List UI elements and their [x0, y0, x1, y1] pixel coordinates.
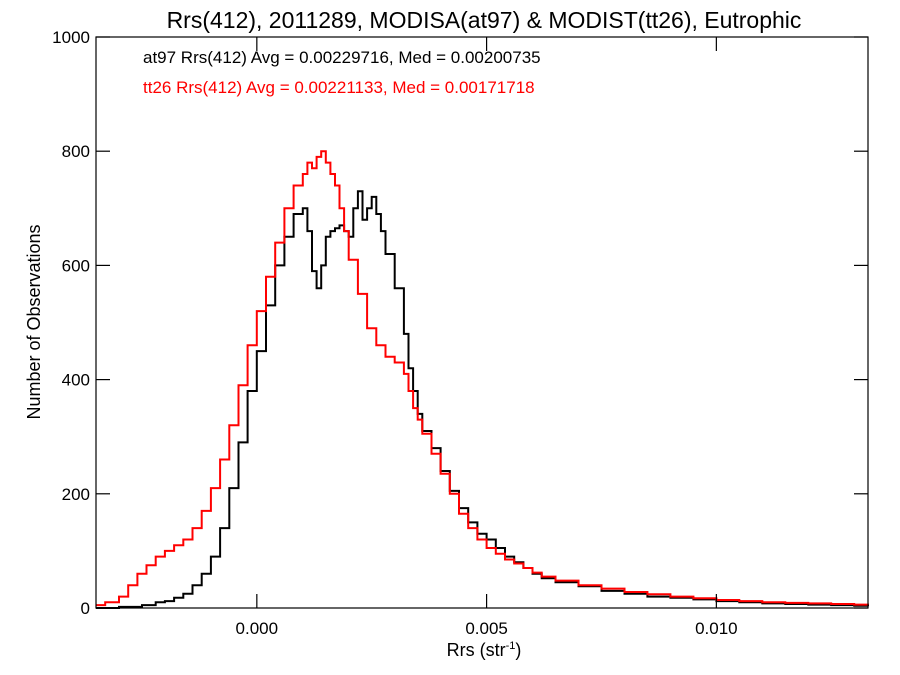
y-tick-label: 400 [62, 371, 90, 390]
ticks-layer: 0 200 400 600 800 1000 0.000 0.005 0.010 [52, 28, 868, 638]
y-tick-label: 800 [62, 142, 90, 161]
y-tick-label: 1000 [52, 28, 90, 47]
plot-frame [95, 36, 869, 609]
x-axis-label-superscript: -1 [506, 640, 516, 652]
y-tick-label: 600 [62, 256, 90, 275]
annotation-at97: at97 Rrs(412) Avg = 0.00229716, Med = 0.… [143, 48, 541, 67]
y-tick-label: 200 [62, 485, 90, 504]
series-line-tt26 [96, 150, 869, 607]
x-tick-label: 0.010 [695, 619, 738, 638]
x-tick-label: 0.000 [236, 619, 279, 638]
y-axis-label: Number of Observations [24, 224, 44, 419]
x-tick-label: 0.005 [465, 619, 508, 638]
x-axis-label-end: ) [515, 640, 521, 660]
series-layer [96, 150, 869, 609]
series-line-at97 [96, 190, 869, 609]
x-axis-label-main: Rrs (str [447, 640, 506, 660]
y-tick-label: 0 [81, 599, 90, 618]
annotation-tt26: tt26 Rrs(412) Avg = 0.00221133, Med = 0.… [143, 78, 535, 97]
x-axis-label: Rrs (str-1) [447, 640, 522, 660]
chart-title: Rrs(412), 2011289, MODISA(at97) & MODIST… [167, 7, 802, 33]
